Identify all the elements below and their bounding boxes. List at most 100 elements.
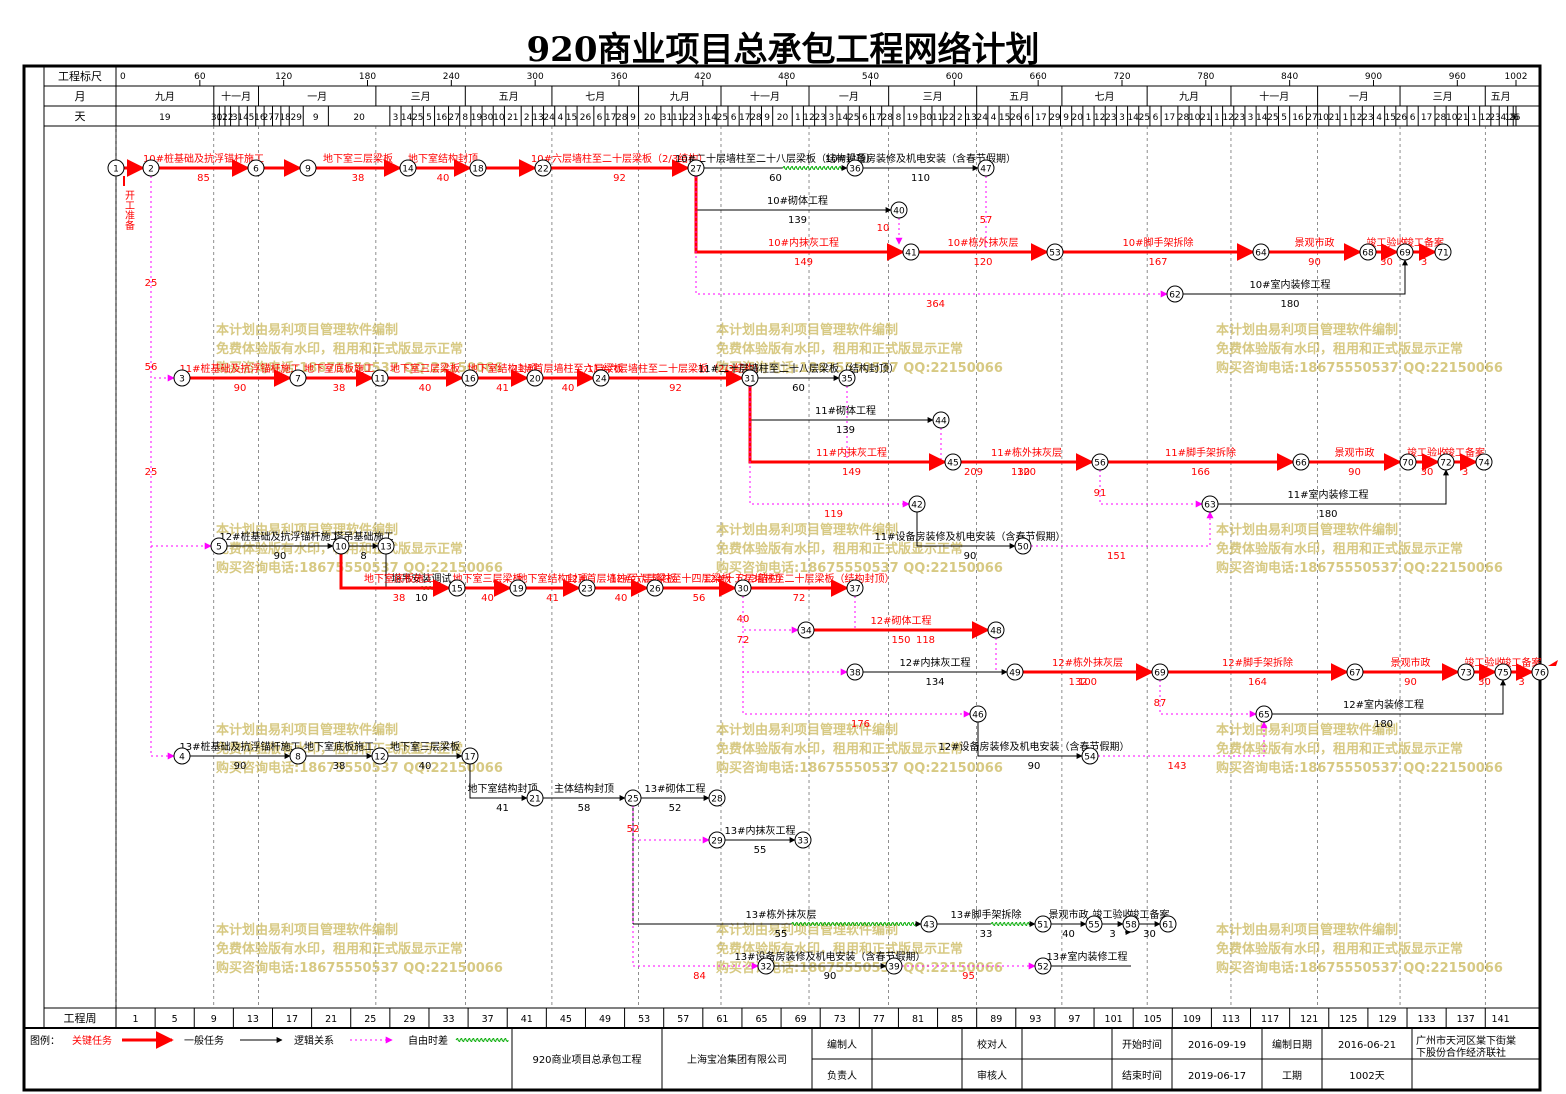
day-label: 17 (605, 113, 616, 123)
activity-label: 景观市政 (1295, 236, 1335, 249)
day-label: 3 (829, 113, 835, 123)
day-label: 14 (1127, 113, 1139, 123)
network-node: 64 (1252, 243, 1270, 261)
activity-duration: 176 (851, 719, 870, 730)
day-label: 15 (1505, 113, 1516, 123)
watermark-text: 免费体验版有水印，租用和正式版显示正常 (716, 741, 963, 757)
activity-label: 13#栋外抹灰层 (745, 908, 816, 921)
activity-edge: 12#十五层墙柱至二十层梁板（结构封顶） 72 (703, 572, 894, 604)
activity-edge: 13#脚手架拆除 33 (937, 908, 1036, 940)
node-number: 38 (849, 669, 861, 679)
node-number: 20 (529, 375, 541, 385)
day-label: 13 (965, 113, 976, 123)
day-label: 21 (1329, 113, 1340, 123)
activity-label: 11#桩基础及抗浮锚杆施工 (179, 362, 300, 375)
activity-duration: 180 (1374, 719, 1393, 730)
activity-label: 10#二十层墙柱至二十八层梁板（结构封顶） (675, 152, 876, 165)
footer-responsible-label: 负责人 (827, 1069, 857, 1082)
node-number: 76 (1534, 669, 1546, 679)
activity-edge: 竣工备案 3 (1445, 446, 1485, 478)
node-number: 41 (905, 249, 916, 259)
day-label: 14 (401, 113, 413, 123)
activity-edge: 13#内抹灰工程 55 (724, 824, 796, 856)
activity-label: 12#室内装修工程 (1343, 698, 1424, 711)
activity-edge: 竣工验收 30 (1367, 236, 1407, 268)
day-label: 18 (279, 113, 291, 123)
day-label: 5 (249, 113, 255, 123)
activity-edge: 12#砌体工程 150 (814, 615, 990, 646)
network-node: 43 (920, 915, 938, 933)
week-label: 1 (133, 1014, 139, 1025)
activity-edge: 11#六层墙柱至二十层梁板（2/3结构） 92 (587, 362, 764, 394)
network-node: 26 (646, 579, 664, 597)
node-number: 22 (537, 165, 548, 175)
activity-edge: 40 (737, 596, 799, 634)
day-label: 1 (795, 113, 801, 123)
day-label: 23 (1105, 113, 1116, 123)
activity-duration: 90 (234, 383, 247, 394)
day-label: 12 (1480, 113, 1491, 123)
day-label: 2 (524, 113, 530, 123)
day-label: 6 (1024, 113, 1030, 123)
node-number: 25 (627, 795, 638, 805)
network-node: 65 (1255, 705, 1273, 723)
network-node: 58 (1122, 915, 1140, 933)
day-label: 7 (274, 113, 280, 123)
node-number: 35 (841, 375, 852, 385)
watermark-text: 本计划由易利项目管理软件编制 (216, 722, 398, 738)
activity-duration: 92 (669, 383, 682, 394)
page-title: 920商业项目总承包工程网络计划 (526, 30, 1040, 70)
activity-duration: 40 (419, 761, 432, 772)
day-label: 24 (543, 113, 555, 123)
start-prep-label: 开工准备 (123, 176, 135, 231)
day-label: 9 (764, 113, 770, 123)
activity-edge: 10#脚手架拆除 167 (1063, 236, 1255, 268)
activity-duration: 40 (437, 173, 450, 184)
activity-duration: 91 (1094, 488, 1107, 499)
activity-duration: 209 (964, 467, 983, 478)
day-label: 1 (1471, 113, 1477, 123)
week-label: 17 (286, 1014, 298, 1025)
edges: 10#桩基础及抗浮锚杆施工85地下室三层梁板38地下室结构封顶4010#六层墙柱… (123, 152, 1542, 982)
activity-edge: 塔吊基础施工 8 (334, 530, 394, 562)
network-node: 44 (932, 411, 950, 429)
day-label: 27 (263, 113, 274, 123)
day-label: 20 (644, 113, 656, 123)
month-label: 一月 (307, 91, 327, 103)
watermark-text: 购买咨询电话:18675550537 QQ:22150066 (1216, 760, 1503, 776)
activity-edge: 地下室结构封顶 41 (468, 362, 538, 394)
day-label: 19 (471, 113, 483, 123)
node-number: 5 (216, 543, 222, 553)
network-node: 13 (377, 537, 395, 555)
activity-duration: 85 (197, 173, 210, 184)
day-label: 14 (705, 113, 717, 123)
watermark-text: 本计划由易利项目管理软件编制 (1216, 322, 1398, 338)
day-label: 10 (493, 113, 505, 123)
network-node: 39 (885, 957, 903, 975)
node-number: 10 (335, 543, 347, 553)
day-label: 12 (1094, 113, 1105, 123)
network-node: 5 (210, 537, 228, 555)
month-label: 一月 (1349, 91, 1369, 103)
network-node: 50 (1014, 537, 1032, 555)
scale-tick: 120 (275, 72, 292, 82)
footer-start-label: 开始时间 (1122, 1038, 1162, 1051)
month-label: 三月 (1433, 91, 1453, 103)
node-number: 17 (464, 753, 475, 763)
day-label: 30 (211, 113, 223, 123)
activity-edge: 竣工备案 3 (1404, 236, 1444, 268)
node-number: 45 (947, 459, 958, 469)
node-number: 28 (711, 795, 723, 805)
activity-label: 11#设备房装修及机电安装（含春节假期） (874, 530, 1065, 543)
network-node: 61 (1159, 915, 1177, 933)
week-label: 129 (1378, 1014, 1396, 1025)
activity-edge: 10#六层墙柱至二十层梁板（2/3结构） 92 (531, 152, 708, 184)
activity-duration: 30 (1143, 929, 1156, 940)
day-label: 28 (882, 113, 894, 123)
network-node: 25 (624, 789, 642, 807)
network-node: 1 (107, 159, 125, 177)
week-label: 81 (912, 1014, 924, 1025)
activity-duration: 33 (980, 929, 993, 940)
day-label: 21 (1457, 113, 1468, 123)
